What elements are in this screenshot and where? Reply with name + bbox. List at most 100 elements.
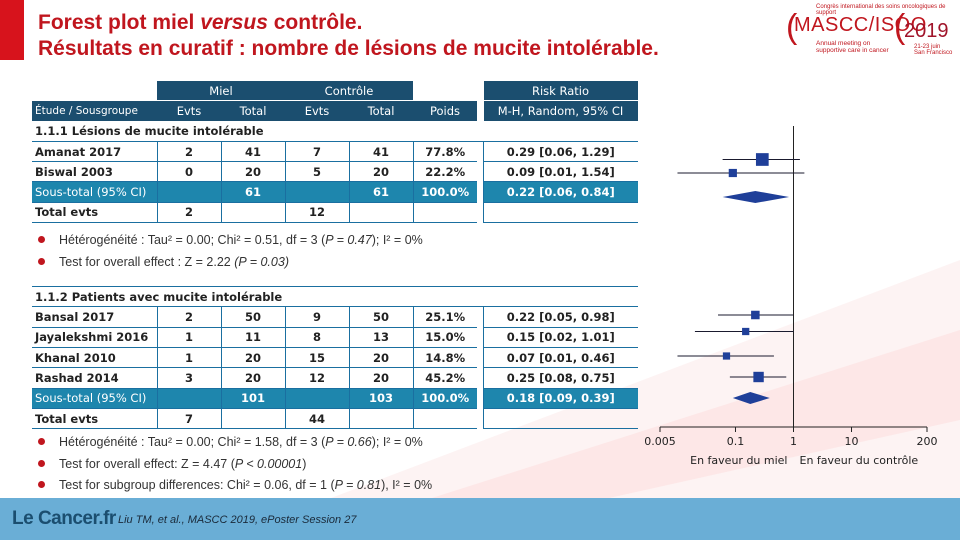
subtotal-evts-control [284, 181, 349, 203]
risk-ratio: 0.22 [0.05, 0.98] [483, 306, 638, 328]
header-control: Contrôle [285, 81, 413, 102]
table-row: Rashad 2014 3 20 12 20 45.2% 0.25 [0.08,… [32, 367, 638, 389]
stat-text: Hétérogénéité : Tau² = 0.00; Chi² = 1.58… [59, 435, 326, 449]
title-emphasis: versus [200, 11, 268, 34]
favours-right-label: En faveur du contrôle [800, 454, 919, 467]
total-control: 41 [348, 141, 413, 163]
bullet-dot-icon [38, 481, 45, 489]
col-evts-miel: Evts [157, 100, 221, 122]
empty-cell [348, 202, 413, 224]
evts-control: 5 [284, 161, 349, 183]
stat-text-end: ) [302, 456, 307, 471]
table-row: Biswal 2003 0 20 5 20 22.2% 0.09 [0.01, … [32, 161, 638, 183]
stat-pvalue: P = 0.66 [325, 435, 372, 449]
logo-date-text: 21-23 juin [914, 44, 941, 50]
evts-control: 8 [284, 327, 349, 348]
total-control: 50 [348, 306, 413, 328]
lecancer-logo: Le Cancer.fr [12, 508, 116, 529]
total-events-control: 12 [284, 202, 349, 224]
study-name: Rashad 2014 [32, 367, 157, 389]
total-control: 13 [348, 327, 413, 348]
header-miel: Miel [157, 81, 285, 102]
col-total-miel: Total [221, 100, 285, 122]
total-miel: 20 [220, 347, 285, 369]
study-point [753, 371, 764, 383]
stat-text: Test for overall effect: Z = 4.47 ( [59, 456, 235, 471]
logo-brand: MASCC/ISOO [794, 14, 927, 36]
stat-text: Test for overall effect : Z = 2.22 [59, 254, 235, 269]
evts-control: 12 [284, 367, 349, 389]
evts-control: 15 [284, 347, 349, 369]
col-weight: Poids [413, 100, 477, 122]
x-tick-label: 0.1 [727, 435, 745, 448]
study-name: Amanat 2017 [32, 141, 157, 163]
bullet-dot-icon [38, 257, 45, 265]
total-miel: 50 [220, 306, 285, 328]
weight: 15.0% [412, 327, 477, 348]
empty-cell [483, 408, 638, 430]
total-control: 20 [348, 161, 413, 183]
stat-line: Test for subgroup differences: Chi² = 0.… [38, 475, 432, 497]
logo-subtitle: Annual meeting on supportive care in can… [816, 40, 889, 54]
title-part-a: Forest plot miel [38, 11, 201, 34]
bullet-dot-icon [38, 438, 45, 446]
study-point [751, 310, 760, 320]
weight: 45.2% [412, 367, 477, 389]
total-miel: 20 [220, 161, 285, 183]
risk-ratio: 0.25 [0.08, 0.75] [483, 367, 638, 389]
risk-ratio: 0.29 [0.06, 1.29] [483, 141, 638, 163]
table-row: Bansal 2017 2 50 9 50 25.1% 0.22 [0.05, … [32, 306, 638, 328]
stat-line: Test for overall effect : Z = 2.22 (P = … [38, 252, 423, 274]
stat-text-end: ); I² = 0% [371, 435, 423, 449]
study-name: Biswal 2003 [32, 161, 157, 183]
study-name: Khanal 2010 [32, 347, 157, 369]
bullet-dot-icon [38, 236, 45, 244]
subtotal-risk-ratio: 0.18 [0.09, 0.39] [483, 388, 638, 409]
stat-text: Test for subgroup differences: Chi² = 0.… [59, 478, 335, 492]
group-header-row: Miel Contrôle Risk Ratio [32, 81, 638, 102]
risk-ratio: 0.07 [0.01, 0.46] [483, 347, 638, 369]
col-study: Étude / Sousgroupe [32, 100, 157, 122]
study-point [728, 168, 737, 178]
logo-year: 2019 [904, 20, 949, 42]
logo-dates: 21-23 juin San Francisco [914, 44, 952, 56]
total-miel: 11 [220, 327, 285, 348]
stat-pvalue: (P = 0.03) [234, 254, 289, 269]
column-header-row: Étude / Sousgroupe Evts Total Evts Total… [32, 100, 638, 122]
total-events-miel: 7 [156, 408, 221, 430]
header-blank [32, 81, 157, 101]
x-tick-label: 1 [790, 435, 797, 448]
stat-text-end: ); I² = 0% [371, 233, 423, 247]
col-total-control: Total [349, 100, 413, 122]
subtotal-row: Sous-total (95% CI) 61 61 100.0% 0.22 [0… [32, 181, 638, 203]
title-line-1: Forest plot miel versus contrôle. [38, 10, 659, 36]
section-2-stats: Hétérogénéité : Tau² = 0.00; Chi² = 1.58… [38, 432, 432, 497]
section-1-label: 1.1.1 Lésions de mucite intolérable [32, 121, 638, 142]
x-tick-label: 10 [845, 435, 859, 448]
mascc-logo: Congrès international des soins oncologi… [786, 4, 956, 60]
title-line-2: Résultats en curatif : nombre de lésions… [38, 37, 659, 60]
empty-cell [220, 408, 285, 430]
table-row: Jayalekshmi 2016 1 11 8 13 15.0% 0.15 [0… [32, 327, 638, 348]
stat-pvalue: P = 0.81 [334, 478, 382, 492]
evts-miel: 1 [156, 327, 221, 348]
study-point [755, 153, 769, 166]
slide-title: Forest plot miel versus contrôle. Résult… [38, 10, 659, 62]
subtotal-risk-ratio: 0.22 [0.06, 0.84] [483, 181, 638, 203]
total-events-miel: 2 [156, 202, 221, 224]
col-rr-ci: M-H, Random, 95% CI [483, 100, 638, 122]
total-control: 20 [348, 367, 413, 389]
evts-miel: 0 [156, 161, 221, 183]
empty-cell [220, 202, 285, 224]
header-blank-2 [413, 81, 477, 101]
weight: 77.8% [412, 141, 477, 163]
logo-paren-left: ( [786, 8, 798, 46]
subtotal-row: Sous-total (95% CI) 101 103 100.0% 0.18 … [32, 388, 638, 409]
subtotal-evts-control [284, 388, 349, 409]
stat-pvalue: P < 0.00001 [234, 456, 303, 471]
section-2-label: 1.1.2 Patients avec mucite intolérable [32, 286, 638, 308]
col-evts-control: Evts [285, 100, 349, 122]
col-gap [477, 100, 484, 122]
red-corner-shape [0, 0, 24, 60]
study-point [742, 327, 750, 336]
